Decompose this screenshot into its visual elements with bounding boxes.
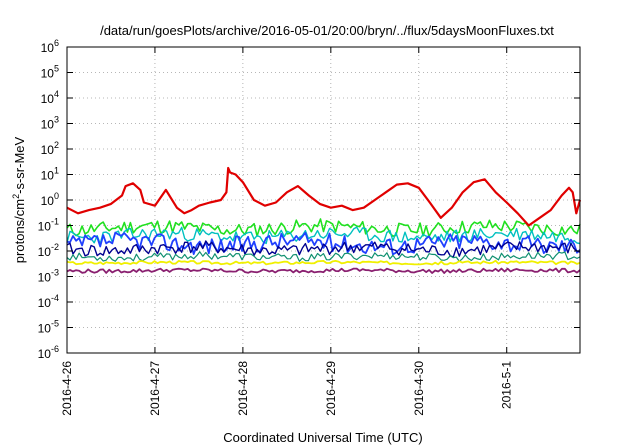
y-tick-label: 100 (41, 191, 59, 208)
x-tick-label: 2016-4-26 (60, 361, 74, 416)
grid-lines (67, 47, 580, 353)
y-tick-label: 10-1 (38, 217, 59, 234)
y-tick-label: 10-4 (38, 293, 59, 310)
series-layer (66, 166, 582, 274)
y-tick-label: 10-3 (38, 268, 59, 285)
y-tick-label: 10-2 (38, 242, 59, 259)
series-line (66, 240, 581, 258)
y-tick-label: 103 (41, 115, 59, 132)
y-tick-label: 102 (41, 140, 59, 157)
series-line (66, 226, 581, 245)
x-axis-label: Coordinated Universal Time (UTC) (223, 430, 422, 445)
axis-ticks (66, 46, 580, 354)
series-line (66, 267, 581, 274)
x-tick-label: 2016-5-1 (500, 361, 514, 409)
y-tick-label: 101 (41, 166, 59, 183)
y-tick-label: 10-6 (38, 344, 59, 361)
x-tick-label: 2016-4-30 (412, 361, 426, 416)
chart-title: /data/run/goesPlots/archive/2016-05-01/2… (100, 23, 554, 38)
y-tick-label: 105 (41, 64, 59, 81)
y-tick-label: 106 (41, 38, 59, 55)
y-tick-labels: 10-6 10-5 10-4 10-3 10-2 10-1 100 101 102 103 104 1… (38, 38, 59, 361)
y-axis-label: protons/cm2-s-sr-MeV (11, 136, 27, 263)
series-line (66, 259, 581, 266)
x-tick-labels: 2016-4-26 2016-4-27 2016-4-28 2016-4-29 2016… (60, 361, 514, 416)
series-line (66, 251, 581, 262)
y-tick-label: 10-5 (38, 319, 59, 336)
series-line (66, 166, 582, 227)
x-tick-label: 2016-4-28 (236, 361, 250, 416)
x-tick-label: 2016-4-27 (148, 361, 162, 416)
y-tick-label: 104 (41, 89, 59, 106)
series-line (66, 218, 581, 238)
x-tick-label: 2016-4-29 (324, 361, 338, 416)
